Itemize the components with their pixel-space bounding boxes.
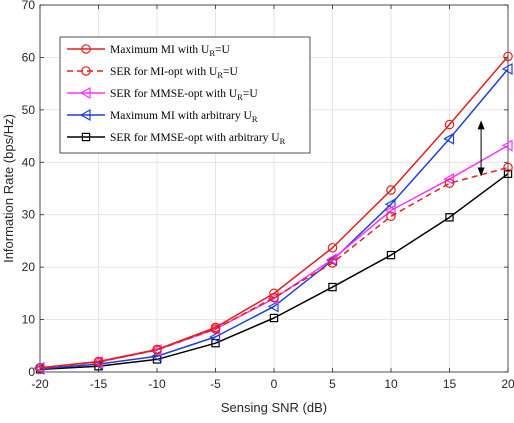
legend-label-tail: =U [243, 88, 258, 100]
legend-entry-4: Maximum MI with arbitrary UR [67, 108, 258, 124]
data-point [327, 258, 338, 268]
data-point [443, 173, 455, 186]
legend-swatch-marker [81, 66, 91, 76]
x-tick-label: 20 [501, 377, 514, 391]
legend-swatch-marker [79, 108, 91, 122]
data-point [501, 139, 513, 152]
y-axis-label: Information Rate (bps/Hz) [1, 114, 16, 263]
series-layer [33, 51, 513, 375]
y-tick-label: 10 [22, 313, 36, 327]
legend-label-tail: =U [223, 66, 238, 78]
data-point [386, 211, 396, 222]
legend-label-main: SER for MMSE-opt with U [110, 88, 238, 100]
data-point [501, 62, 513, 75]
data-point [443, 132, 455, 145]
legend-entry-5: SER for MMSE-opt with arbitrary UR [67, 132, 286, 146]
x-tick-label: 10 [384, 377, 398, 391]
axis-ticks: -20 -15 -10 -5 0 5 10 15 20 0 10 20 30 40 50 60 70 [22, 0, 514, 391]
legend-swatch-marker [81, 44, 91, 54]
data-point [384, 198, 396, 211]
x-tick-label: -5 [210, 377, 221, 391]
data-point [503, 169, 513, 179]
legend-entry-1: Maximum MI with UR=U [67, 44, 231, 58]
series-line [39, 68, 509, 370]
legend-label-subscript: R [280, 136, 286, 146]
legend-entry-3: SER for MMSE-opt with UR=U [67, 86, 258, 102]
y-tick-label: 20 [22, 260, 36, 274]
y-tick-label: 60 [22, 50, 36, 64]
data-point [503, 162, 513, 173]
x-tick-label: 0 [271, 377, 278, 391]
data-point [327, 242, 338, 253]
legend-label-subscript: R [217, 70, 223, 80]
y-tick-label: 50 [22, 103, 36, 117]
legend-label-main: SER for MMSE-opt with arbitrary U [110, 132, 280, 144]
series-1 [35, 51, 513, 373]
y-tick-label: 30 [22, 208, 36, 222]
legend-label: SER for MMSE-opt with arbitrary UR [110, 132, 286, 146]
legend-label-main: Maximum MI with arbitrary U [110, 110, 253, 122]
data-point [386, 250, 396, 260]
y-tick-label: 40 [22, 155, 36, 169]
data-point [152, 344, 162, 355]
x-axis-label: Sensing SNR (dB) [221, 400, 327, 415]
series-line [39, 166, 509, 369]
data-point [269, 288, 279, 299]
arrow-head-up [477, 120, 485, 130]
data-point [328, 282, 337, 292]
x-tick-label: 5 [329, 377, 336, 391]
data-point [93, 356, 104, 367]
legend-label-main: SER for MI-opt with U [110, 66, 218, 78]
arrow-head-down [477, 167, 485, 177]
legend-label-main: Maximum MI with U [110, 44, 210, 56]
data-point [210, 322, 221, 333]
y-tick-label: 70 [22, 0, 36, 12]
y-tick-label: 0 [28, 365, 35, 379]
legend-label-subscript: R [209, 48, 215, 58]
data-point [384, 204, 396, 217]
legend-label-subscript: R [237, 92, 243, 102]
legend-entry-2: SER for MI-opt with UR=U [67, 66, 239, 80]
legend-label-subscript: R [252, 114, 258, 124]
data-point [444, 178, 455, 189]
legend-label-tail: =U [215, 44, 230, 56]
x-tick-label: -20 [31, 377, 49, 391]
legend-box [59, 36, 311, 154]
series-line [39, 55, 509, 369]
x-tick-label: -15 [90, 377, 108, 391]
x-tick-label: -10 [148, 377, 166, 391]
data-point [35, 363, 45, 373]
legend-label: SER for MMSE-opt with UR=U [110, 88, 258, 102]
data-point [386, 185, 396, 195]
legend-swatch-marker [79, 86, 91, 100]
series-3 [33, 139, 513, 374]
x-tick-label: 15 [443, 377, 457, 391]
data-point [444, 119, 455, 130]
legend-label: SER for MI-opt with UR=U [110, 66, 239, 80]
double-arrow-annotation [477, 120, 485, 177]
legend-swatch-marker [81, 132, 91, 142]
series-line [39, 173, 509, 371]
annotations [477, 120, 485, 177]
data-point [269, 313, 279, 323]
legend-label: Maximum MI with UR=U [110, 44, 231, 58]
data-point [267, 300, 279, 313]
data-point [503, 51, 513, 62]
legend-label: Maximum MI with arbitrary UR [110, 110, 258, 124]
data-point [209, 330, 221, 343]
data-point [445, 213, 454, 222]
